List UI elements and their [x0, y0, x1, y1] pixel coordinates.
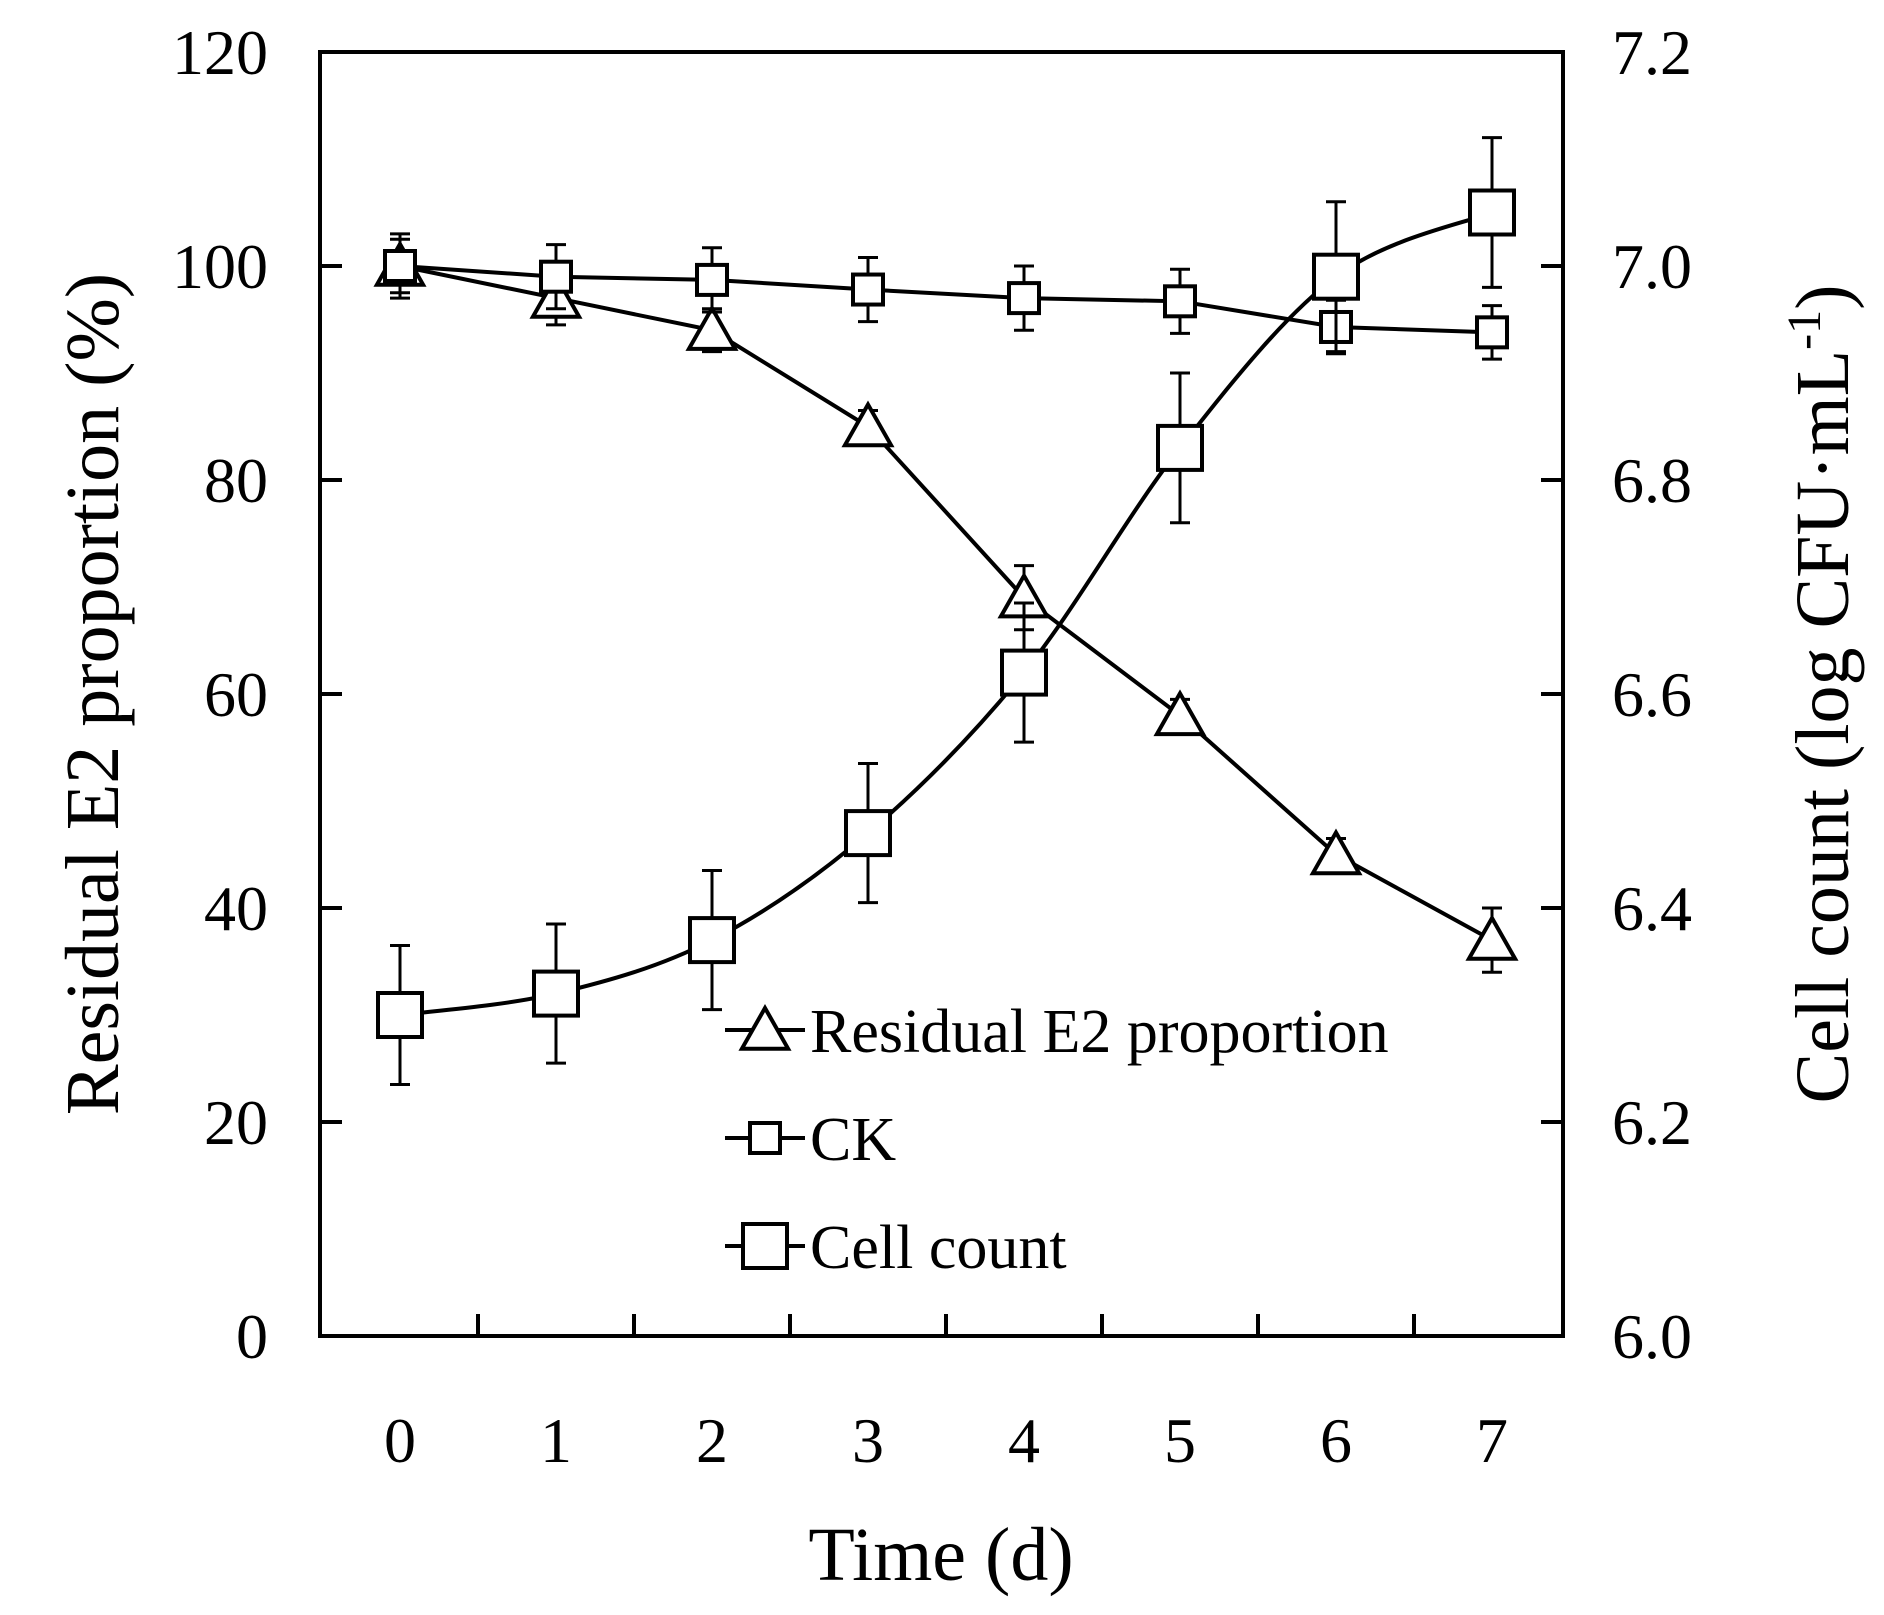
right-y-tick-label: 6.4: [1612, 873, 1692, 944]
marks: 0 1 2 3 4 5 6 7 0 20 40 60 80 100 120 6.0 6.2 6.4 6.6 6.8 7.…: [172, 17, 1692, 1476]
data-point: [539, 259, 573, 294]
data-point: [376, 991, 424, 1039]
left-axis-title: Residual E2 proportion (%): [51, 273, 135, 1115]
series-line-residual-e2-proportion: [399, 264, 1493, 942]
right-y-tick-label: 6.2: [1612, 1087, 1692, 1158]
left-y-tick-label: 20: [204, 1087, 268, 1158]
data-point: [1000, 648, 1048, 697]
data-point: [383, 249, 417, 283]
legend-marker: [738, 1003, 792, 1051]
right-y-tick-label: 7.2: [1612, 17, 1692, 88]
left-y-tick-label: 40: [204, 873, 268, 944]
right-y-tick-label: 6.0: [1612, 1301, 1692, 1372]
data-point: [685, 304, 739, 351]
plot-frame: [318, 50, 1565, 1338]
data-point: [532, 969, 580, 1018]
series-residual-e2-proportion: [373, 237, 1519, 974]
x-tick-label: 6: [1320, 1405, 1352, 1476]
x-tick-label: 5: [1164, 1405, 1196, 1476]
x-tick-label: 1: [540, 1405, 572, 1476]
right-axis-title-superscript: -1: [1778, 310, 1831, 350]
data-point: [844, 809, 892, 858]
data-point: [1468, 188, 1516, 237]
data-point: [1007, 281, 1041, 316]
legend-marker: [748, 1121, 782, 1155]
x-axis-title: Time (d): [808, 1513, 1073, 1597]
left-y-tick-label: 120: [172, 17, 268, 88]
series-ck: [383, 232, 1509, 361]
x-tick-label: 0: [384, 1405, 416, 1476]
left-y-tick-label: 60: [204, 659, 268, 730]
x-tick-label: 7: [1476, 1405, 1508, 1476]
data-point: [1475, 315, 1509, 350]
legend: Residual E2 proportion CK Cell count: [725, 998, 1389, 1282]
data-point: [688, 916, 736, 965]
right-y-tick-label: 7.0: [1612, 231, 1692, 302]
right-axis-title-close: ): [1781, 285, 1865, 310]
data-point: [1163, 284, 1197, 319]
legend-label: CK: [810, 1106, 896, 1174]
legend-label: Cell count: [810, 1214, 1067, 1282]
legend-marker: [741, 1222, 789, 1270]
series-cell-count: [376, 136, 1516, 1087]
data-point: [1312, 252, 1360, 301]
x-tick-label: 3: [852, 1405, 884, 1476]
data-point: [1309, 828, 1363, 876]
data-point: [695, 262, 729, 297]
right-y-tick-label: 6.6: [1612, 659, 1692, 730]
data-point: [841, 400, 895, 448]
right-axis-title-main: Cell count (log CFU·mL: [1781, 350, 1865, 1104]
right-y-tick-label: 6.8: [1612, 445, 1692, 516]
left-y-tick-label: 80: [204, 445, 268, 516]
right-axis-title: Cell count (log CFU·mL-1): [1778, 285, 1865, 1104]
x-tick-label: 4: [1008, 1405, 1040, 1476]
left-y-tick-label: 0: [236, 1301, 268, 1372]
data-point: [1465, 914, 1519, 961]
data-point: [1156, 423, 1204, 472]
left-y-tick-label: 100: [172, 231, 268, 302]
x-tick-label: 2: [696, 1405, 728, 1476]
data-point: [1153, 689, 1207, 737]
data-point: [851, 272, 885, 307]
series-line-ck: [399, 264, 1493, 335]
legend-label: Residual E2 proportion: [810, 998, 1389, 1066]
